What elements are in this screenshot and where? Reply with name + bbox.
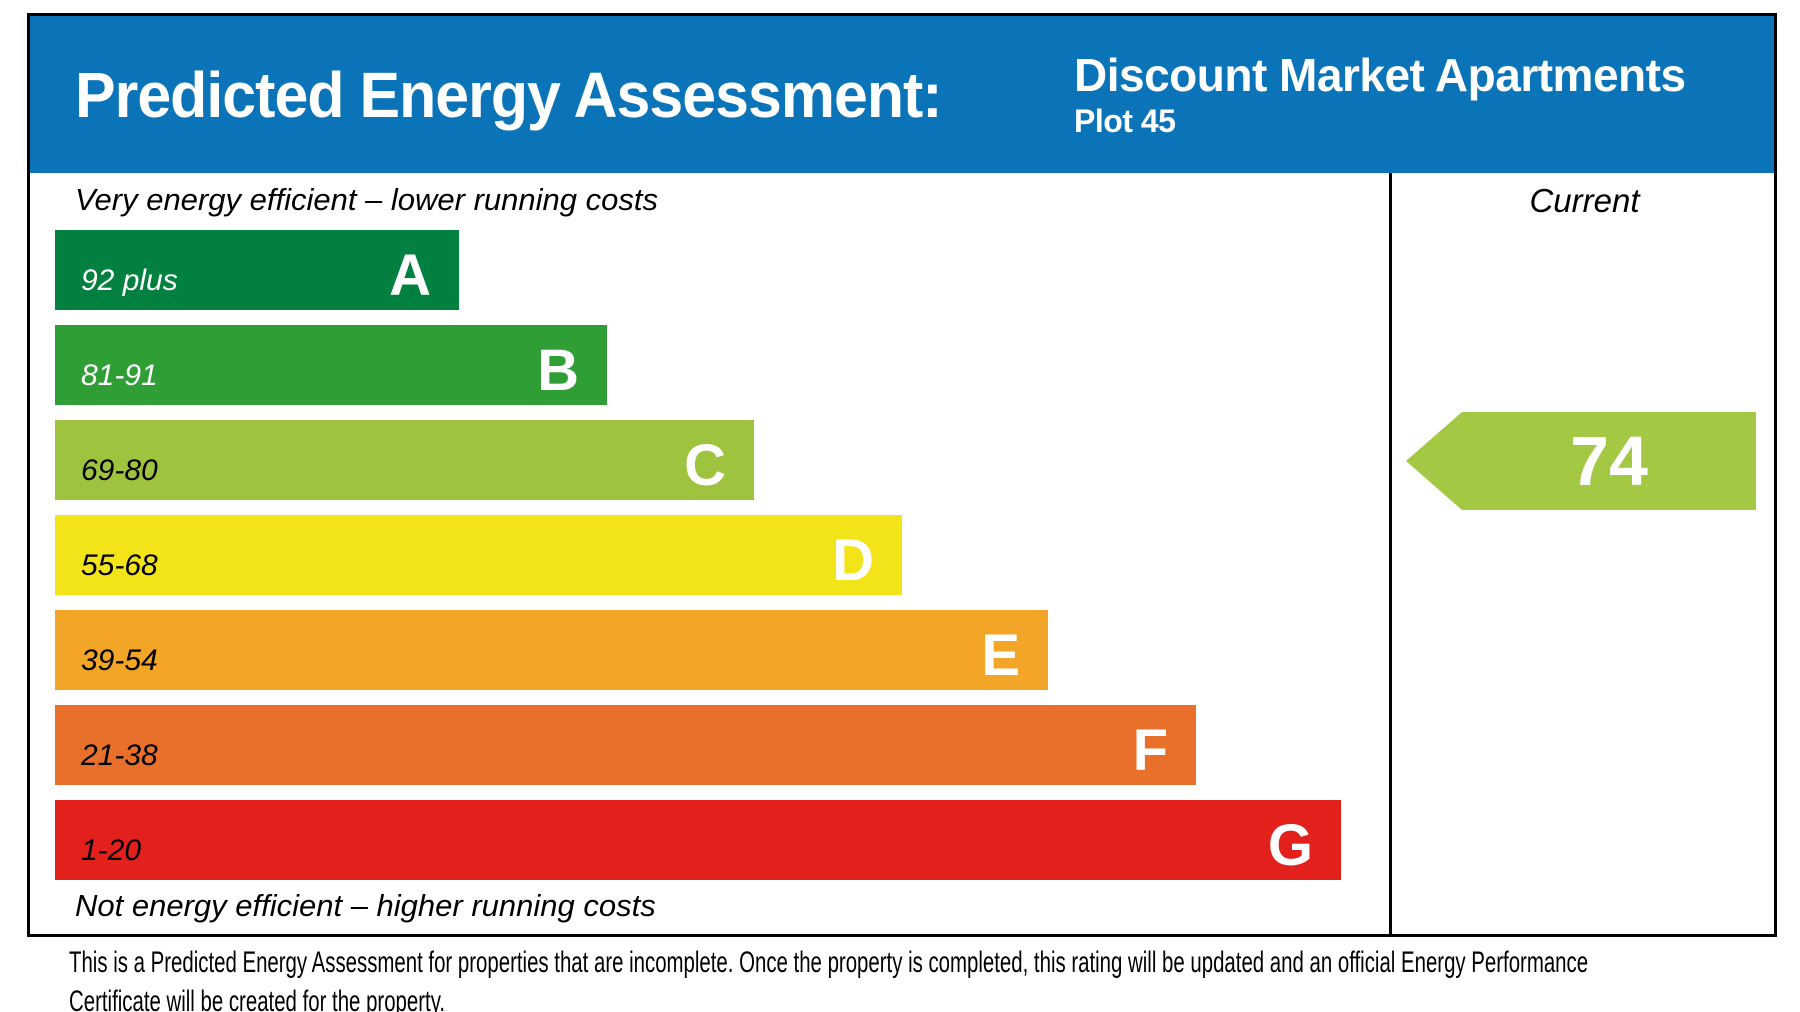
band-row-e: 39-54 E — [55, 610, 1048, 690]
top-caption: Very energy efficient – lower running co… — [75, 182, 658, 217]
band-row-g: 1-20 G — [55, 800, 1341, 880]
footer-line-1: This is a Predicted Energy Assessment fo… — [69, 946, 1589, 979]
footer-note: This is a Predicted Energy Assessment fo… — [69, 943, 1800, 1012]
property-info: Discount Market Apartments Plot 45 — [1074, 16, 1686, 173]
band-row-d: 55-68 D — [55, 515, 902, 595]
band-range-label: 55-68 — [81, 549, 158, 582]
band-range-label: 81-91 — [81, 359, 158, 392]
footer-line-2: Certificate will be created for the prop… — [69, 985, 446, 1012]
page-title: Predicted Energy Assessment: — [75, 58, 943, 131]
band-range-label: 69-80 — [81, 454, 158, 487]
band-letter: A — [389, 243, 431, 308]
current-rating-column: Current — [1389, 173, 1777, 934]
band-letter: B — [537, 338, 579, 403]
band-range-label: 1-20 — [81, 834, 142, 867]
bottom-caption: Not energy efficient – higher running co… — [75, 888, 656, 923]
band-letter: D — [832, 528, 874, 593]
band-letter: F — [1132, 718, 1168, 783]
band-row-f: 21-38 F — [55, 705, 1196, 785]
band-letter: C — [684, 433, 726, 498]
current-rating-arrow: 74 — [1406, 412, 1756, 510]
band-letter: E — [981, 623, 1020, 688]
rating-bands: 92 plus A 81-91 B 69-80 C 55-68 D 39-54 … — [55, 230, 1341, 895]
current-column-header: Current — [1529, 182, 1640, 219]
arrow-tip-icon — [1406, 412, 1462, 510]
header-bar: Predicted Energy Assessment: Discount Ma… — [30, 16, 1774, 173]
band-range-label: 21-38 — [81, 739, 158, 772]
band-range-label: 92 plus — [81, 264, 178, 297]
band-row-c: 69-80 C — [55, 420, 754, 500]
band-row-a: 92 plus A — [55, 230, 459, 310]
plot-number: Plot 45 — [1074, 102, 1176, 139]
current-rating-value: 74 — [1462, 412, 1756, 510]
energy-assessment-panel: Predicted Energy Assessment: Discount Ma… — [27, 13, 1777, 937]
band-row-b: 81-91 B — [55, 325, 607, 405]
band-range-label: 39-54 — [81, 644, 158, 677]
property-name: Discount Market Apartments — [1074, 48, 1686, 101]
band-letter: G — [1267, 813, 1313, 878]
